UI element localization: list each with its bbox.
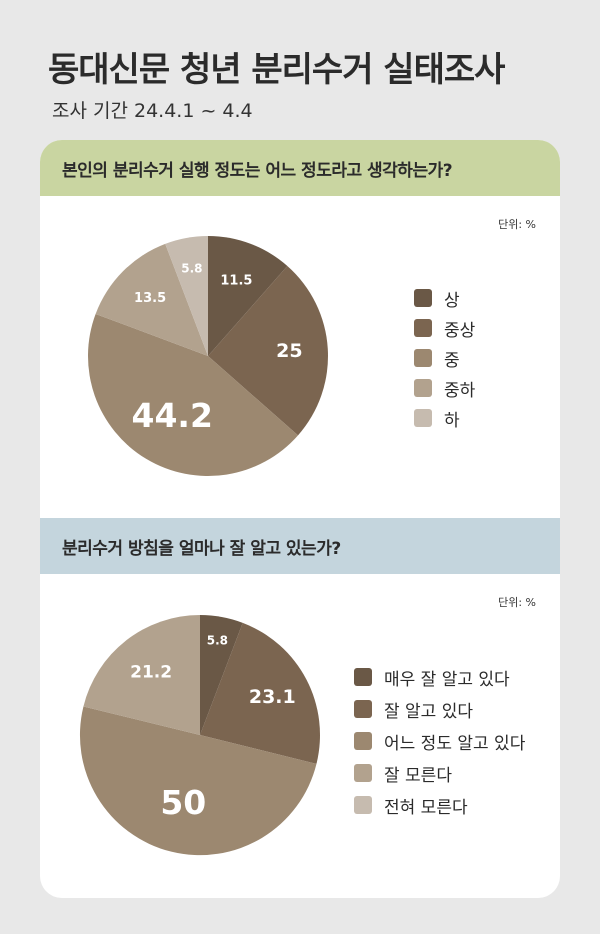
- legend-label: 하: [444, 410, 460, 431]
- chart2-slice-4: [83, 615, 200, 735]
- chart2-question: 분리수거 방침을 얼마나 잘 알고 있는가?: [40, 518, 560, 574]
- legend-label: 상: [444, 290, 460, 311]
- chart1-legend-item-2: 중상: [414, 313, 475, 343]
- chart2-value-label-3: 50: [160, 783, 206, 822]
- chart2-legend-item-4: 잘 모른다: [354, 757, 525, 789]
- legend-swatch: [354, 764, 372, 782]
- chart1-value-label-5: 5.8: [181, 262, 202, 276]
- chart2-slice-3: [79, 706, 317, 856]
- legend-swatch: [414, 409, 432, 427]
- chart1-slice-1: [208, 236, 288, 356]
- chart2-slice-1: [200, 615, 243, 735]
- chart1-question: 본인의 분리수거 실행 정도는 어느 정도라고 생각하는가?: [40, 140, 560, 196]
- legend-label: 전혀 모른다: [384, 797, 468, 818]
- chart1-slice-5: [165, 236, 208, 356]
- legend-label: 잘 모른다: [384, 765, 452, 786]
- legend-label: 매우 잘 알고 있다: [384, 669, 510, 690]
- legend-swatch: [414, 319, 432, 337]
- chart2-legend-item-1: 매우 잘 알고 있다: [354, 661, 525, 693]
- survey-card: 본인의 분리수거 실행 정도는 어느 정도라고 생각하는가? 단위: % 11.…: [40, 140, 560, 898]
- chart1-value-label-2: 25: [276, 340, 302, 362]
- chart1-value-label-3: 44.2: [131, 396, 212, 435]
- chart1-slice-2: [208, 265, 328, 436]
- chart2-legend-item-3: 어느 정도 알고 있다: [354, 725, 525, 757]
- chart2-pie: 5.8 23.1 50 21.2: [79, 615, 321, 856]
- chart1-value-label-4: 13.5: [134, 291, 166, 306]
- chart1-slice-4: [95, 243, 208, 356]
- chart1-slice-3: [87, 313, 299, 477]
- chart2-legend-item-5: 전혀 모른다: [354, 789, 525, 821]
- legend-label: 중하: [444, 380, 476, 401]
- chart1-legend-item-3: 중: [414, 343, 475, 373]
- chart1-pie: 11.5 25 44.2 13.5 5.8: [87, 236, 328, 477]
- legend-swatch: [414, 349, 432, 367]
- chart1-legend-item-5: 하: [414, 403, 475, 433]
- legend-swatch: [414, 289, 432, 307]
- chart1-unit-label: 단위: %: [498, 218, 536, 231]
- legend-swatch: [354, 796, 372, 814]
- survey-period: 조사 기간 24.4.1 ~ 4.4: [52, 100, 253, 122]
- chart1-value-label-1: 11.5: [220, 273, 252, 288]
- legend-label: 중: [444, 350, 460, 371]
- legend-swatch: [354, 732, 372, 750]
- legend-label: 잘 알고 있다: [384, 701, 474, 722]
- chart1-legend-item-4: 중하: [414, 373, 475, 403]
- legend-swatch: [354, 700, 372, 718]
- chart1-legend-item-1: 상: [414, 283, 475, 313]
- chart2-value-label-1: 5.8: [207, 634, 228, 648]
- legend-swatch: [354, 668, 372, 686]
- legend-label: 어느 정도 알고 있다: [384, 733, 526, 754]
- legend-swatch: [414, 379, 432, 397]
- legend-label: 중상: [444, 320, 476, 341]
- chart2-unit-label: 단위: %: [498, 596, 536, 609]
- chart2-legend-item-2: 잘 알고 있다: [354, 693, 525, 725]
- chart2-value-label-4: 21.2: [130, 663, 172, 683]
- chart2-slice-2: [200, 622, 321, 764]
- page-title: 동대신문 청년 분리수거 실태조사: [48, 50, 505, 90]
- chart2-value-label-2: 23.1: [249, 686, 296, 708]
